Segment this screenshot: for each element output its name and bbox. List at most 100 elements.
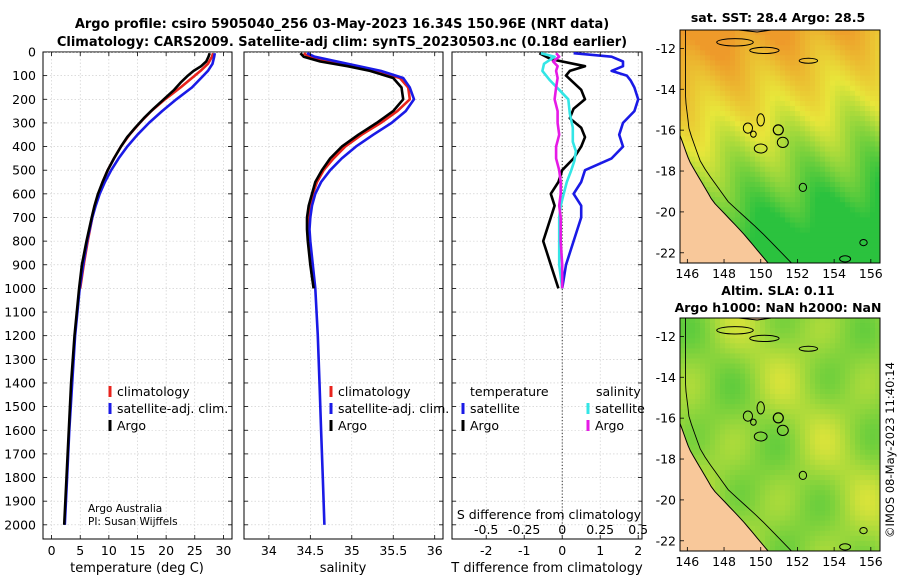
map-cell xyxy=(870,60,876,67)
map-cell xyxy=(795,227,801,234)
map-x-tick-label: 146 xyxy=(675,266,699,281)
map-cell xyxy=(785,530,791,537)
map-cell xyxy=(710,55,716,61)
sla-map-title: Altim. SLA: 0.11 xyxy=(721,283,834,298)
map-cell xyxy=(760,40,766,46)
map-cell xyxy=(800,161,806,168)
map-cell xyxy=(740,454,746,461)
map-cell xyxy=(840,323,846,329)
map-cell xyxy=(695,60,701,67)
map-cell xyxy=(850,535,856,542)
map-cell xyxy=(765,419,771,425)
map-cell xyxy=(730,197,736,203)
map-cell xyxy=(790,131,796,137)
map-cell xyxy=(835,85,841,92)
map-cell xyxy=(745,469,751,476)
map-cell xyxy=(695,166,701,173)
map-cell xyxy=(815,414,821,420)
map-cell xyxy=(705,60,711,67)
map-cell xyxy=(750,95,756,102)
map-cell xyxy=(855,80,861,87)
map-cell xyxy=(765,40,771,46)
map-cell xyxy=(775,187,781,193)
map-cell xyxy=(745,166,751,173)
map-cell xyxy=(850,222,856,229)
map-cell xyxy=(780,434,786,441)
depth-tick-label: 1200 xyxy=(4,328,36,343)
map-cell xyxy=(845,136,851,143)
map-cell xyxy=(795,202,801,208)
map-cell xyxy=(805,187,811,193)
map-cell xyxy=(800,232,806,239)
map-cell xyxy=(820,480,826,486)
map-cell xyxy=(815,439,821,446)
map-cell xyxy=(750,146,756,153)
map-cell xyxy=(710,414,716,420)
map-cell xyxy=(835,449,841,456)
map-cell xyxy=(750,505,756,512)
map-cell xyxy=(725,166,731,173)
map-cell xyxy=(830,475,836,481)
map-cell xyxy=(740,121,746,127)
map-cell xyxy=(785,237,791,244)
map-cell xyxy=(750,343,756,349)
map-cell xyxy=(825,444,831,451)
map-cell xyxy=(830,70,836,77)
map-cell xyxy=(690,121,696,127)
map-cell xyxy=(775,490,781,496)
map-cell xyxy=(740,40,746,46)
map-cell xyxy=(765,540,771,547)
map-cell xyxy=(790,116,796,122)
map-cell xyxy=(775,338,781,344)
map-cell xyxy=(685,439,691,446)
map-cell xyxy=(855,257,861,263)
map-cell xyxy=(705,444,711,451)
map-cell xyxy=(770,525,776,532)
map-cell xyxy=(785,495,791,501)
map-cell xyxy=(760,388,766,395)
map-cell xyxy=(830,100,836,107)
map-cell xyxy=(760,131,766,137)
map-cell xyxy=(820,333,826,339)
map-cell xyxy=(860,318,866,324)
map-cell xyxy=(720,459,726,466)
map-cell xyxy=(805,45,811,51)
map-cell xyxy=(870,545,876,551)
map-cell xyxy=(850,252,856,259)
map-cell xyxy=(800,328,806,334)
map-cell xyxy=(875,434,880,441)
map-cell xyxy=(850,388,856,395)
map-cell xyxy=(795,45,801,51)
map-cell xyxy=(765,202,771,208)
map-cell xyxy=(830,176,836,183)
map-cell xyxy=(745,187,751,193)
map-cell xyxy=(780,111,786,117)
map-cell xyxy=(850,257,856,263)
map-cell xyxy=(680,419,686,425)
map-cell xyxy=(760,323,766,329)
map-cell xyxy=(770,111,776,117)
map-cell xyxy=(835,505,841,512)
map-cell xyxy=(725,328,731,334)
map-cell xyxy=(730,363,736,370)
map-cell xyxy=(700,378,706,385)
map-cell xyxy=(865,176,871,183)
map-cell xyxy=(855,378,861,385)
map-cell xyxy=(815,257,821,263)
map-cell xyxy=(825,197,831,203)
map-cell xyxy=(720,475,726,481)
map-cell xyxy=(815,217,821,224)
map-cell xyxy=(785,348,791,355)
map-cell xyxy=(725,116,731,122)
map-cell xyxy=(865,126,871,132)
map-cell xyxy=(850,530,856,537)
map-cell xyxy=(775,368,781,375)
map-cell xyxy=(735,469,741,476)
map-cell xyxy=(690,111,696,117)
map-cell xyxy=(830,242,836,249)
map-cell xyxy=(850,545,856,551)
map-cell xyxy=(805,90,811,97)
map-cell xyxy=(785,242,791,249)
map-cell xyxy=(690,409,696,415)
map-cell xyxy=(710,105,716,112)
